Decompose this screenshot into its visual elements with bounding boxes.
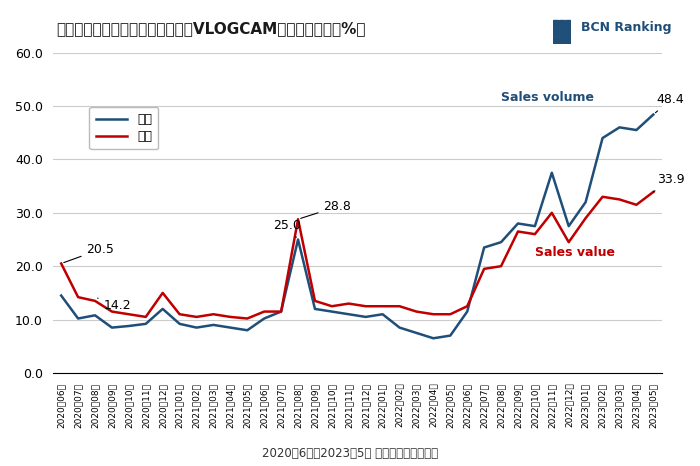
Text: 2020年6月～2023年5月 月次＜最大パネル＞: 2020年6月～2023年5月 月次＜最大パネル＞ [262, 447, 438, 459]
Text: 20.5: 20.5 [64, 243, 114, 262]
Bar [559, 20, 564, 27]
Bar [565, 20, 570, 27]
Bar [553, 37, 558, 44]
Text: 33.9: 33.9 [653, 173, 685, 192]
Bar [559, 28, 564, 36]
Bar [559, 37, 564, 44]
Text: Sales value: Sales value [535, 246, 615, 259]
Bar [553, 20, 558, 27]
Text: 48.4: 48.4 [655, 93, 685, 113]
Text: 14.2: 14.2 [97, 298, 131, 312]
Text: 25.0: 25.0 [273, 219, 300, 237]
Text: Sales volume: Sales volume [501, 91, 594, 103]
Legend: 台数, 金額: 台数, 金額 [90, 107, 158, 149]
Bar [565, 28, 570, 36]
Text: BCN Ranking: BCN Ranking [581, 21, 671, 34]
Bar [565, 37, 570, 44]
Text: ソニーのデジタルカメラにおけるVLOGCAMの販売構成比（%）: ソニーのデジタルカメラにおけるVLOGCAMの販売構成比（%） [56, 21, 365, 36]
Bar [553, 28, 558, 36]
Text: 28.8: 28.8 [301, 200, 351, 219]
